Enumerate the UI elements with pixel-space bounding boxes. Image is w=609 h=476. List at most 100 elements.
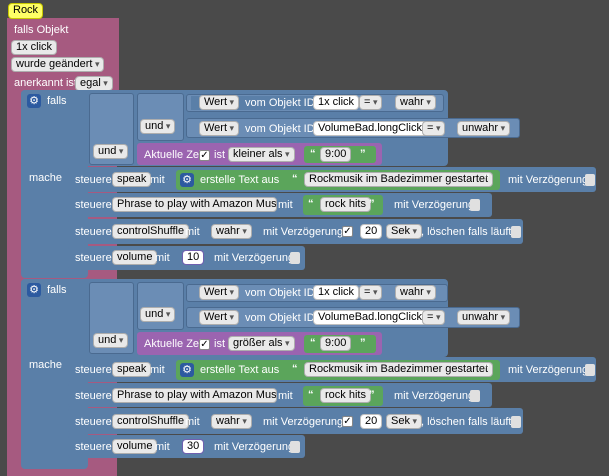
if-1-shuffle-secs[interactable]: 20 [360, 224, 383, 239]
trigger-tag[interactable]: Rock [8, 3, 44, 19]
if-1-shuffle-target[interactable]: controlShuffle [112, 224, 190, 239]
if-2-amazon-delay: mit Verzögerung [394, 390, 475, 402]
if-2-amazon-target[interactable]: Phrase to play with Amazon Music [112, 388, 277, 403]
if-2-speak-target[interactable]: speak [112, 362, 152, 377]
if-2-shuffle-clear-slot[interactable] [511, 416, 521, 428]
if-1-amazon-mit: mit [278, 199, 293, 211]
if-1-volume-steuere: steuere [75, 252, 112, 264]
if-2-shuffle-secs[interactable]: 20 [360, 414, 383, 429]
if-1-amazon-steuere: steuere [75, 199, 112, 211]
if-1-speak-steuere: steuere [75, 174, 112, 186]
if-2-speak-steuere: steuere [75, 364, 112, 376]
if-1-volume-delay-slot[interactable] [290, 252, 300, 264]
if-1-time-value[interactable]: 9:00 [320, 147, 352, 162]
if-2-volume-steuere: steuere [75, 441, 112, 453]
if-1-shuffle-checkbox[interactable]: ✓ [342, 226, 353, 237]
if-2-shuffle-value[interactable]: wahr [211, 414, 252, 429]
if-1-cond1-id[interactable]: 1x click [313, 95, 360, 110]
if-1-cond1-vom: vom Objekt ID [245, 97, 315, 109]
if-1-und-inner[interactable]: und [140, 119, 176, 134]
if-2-cond2-op[interactable]: = [422, 310, 446, 325]
if-2-cond1-id[interactable]: 1x click [313, 285, 360, 300]
if-2-time-cmp[interactable]: größer als [228, 336, 295, 351]
if-2-shuffle-target[interactable]: controlShuffle [112, 414, 190, 429]
if-2-speak-text[interactable]: Rockmusik im Badezimmer gestartet [304, 362, 494, 377]
if-2-volume-mit: mit [155, 441, 170, 453]
trigger-changed-dropdown[interactable]: wurde geändert [11, 57, 105, 72]
if-1-volume-target[interactable]: volume [112, 250, 158, 265]
if-1-amazon-delay-slot[interactable] [470, 199, 480, 211]
if-2-volume-value[interactable]: 30 [182, 439, 205, 454]
if-1-mache-label: mache [29, 172, 63, 184]
if-1-speak-delay-slot[interactable] [585, 174, 595, 186]
trigger-ack-dropdown[interactable]: egal [75, 76, 113, 91]
if-2-speak-quote-open: “ [292, 363, 298, 375]
if-1-cond2-vom: vom Objekt ID [245, 123, 315, 135]
if-1-shuffle-value[interactable]: wahr [211, 224, 252, 239]
if-2-amazon-text[interactable]: rock hits [320, 388, 371, 403]
if-2-und-outer[interactable]: und [93, 333, 129, 348]
if-2-amazon-quote-open: “ [308, 389, 314, 401]
if-1-amazon-quote-close: ” [369, 198, 375, 210]
if-2-shuffle-unit[interactable]: Sek [386, 414, 422, 429]
if-1-time-cmp[interactable]: kleiner als [228, 147, 295, 162]
if-1-cond1-op[interactable]: = [359, 95, 383, 110]
if-2-shuffle-checkbox[interactable]: ✓ [342, 416, 353, 427]
if-1-shuffle-clear-slot[interactable] [511, 226, 521, 238]
if-2-cond2-attr[interactable]: Wert [199, 310, 240, 325]
if-2-cond1-vom: vom Objekt ID [245, 287, 315, 299]
if-1-cond2-op[interactable]: = [422, 121, 446, 136]
if-2-speak-gear-icon[interactable]: ⚙ [180, 363, 194, 377]
if-2-cond2-val[interactable]: unwahr [457, 310, 511, 325]
if-1-volume-value[interactable]: 10 [182, 250, 205, 265]
if-1-cond2-attr[interactable]: Wert [199, 121, 240, 136]
if-2-time-value[interactable]: 9:00 [320, 336, 352, 351]
if-1-speak-target[interactable]: speak [112, 172, 152, 187]
if-1-cond1-val[interactable]: wahr [395, 95, 436, 110]
if-1-gear-icon[interactable]: ⚙ [27, 94, 41, 108]
if-2-speak-mit: mit [150, 364, 165, 376]
if-2-amazon-delay-slot[interactable] [470, 390, 480, 402]
if-1-shuffle-clear: , löschen falls läuft [421, 226, 512, 238]
if-2-amazon-mit: mit [278, 390, 293, 402]
if-2-time-checkbox[interactable]: ✓ [199, 339, 210, 350]
if-2-shuffle-steuere: steuere [75, 416, 112, 428]
if-1-cond2-val[interactable]: unwahr [457, 121, 511, 136]
if-1-cond2-id[interactable]: VolumeBad.longClick [313, 121, 427, 136]
if-1-speak-delay: mit Verzögerung [508, 174, 589, 186]
if-2-gear-icon[interactable]: ⚙ [27, 283, 41, 297]
if-2-time-quote-open: “ [310, 337, 316, 349]
if-1-time-quote-close: ” [360, 148, 366, 160]
if-2-cond1-op[interactable]: = [359, 285, 383, 300]
if-1-time-ist: ist [214, 149, 225, 161]
if-2-time-ist: ist [214, 338, 225, 350]
if-1-cond1-attr[interactable]: Wert [199, 95, 240, 110]
if-1-amazon-target[interactable]: Phrase to play with Amazon Music [112, 197, 277, 212]
if-1-shuffle-steuere: steuere [75, 226, 112, 238]
if-2-cond2-vom: vom Objekt ID [245, 312, 315, 324]
if-1-shuffle-unit[interactable]: Sek [386, 224, 422, 239]
if-2-und-inner[interactable]: und [140, 307, 176, 322]
if-2-speak-quote-close: ” [484, 363, 490, 375]
if-1-time-checkbox[interactable]: ✓ [199, 150, 210, 161]
if-2-volume-target[interactable]: volume [112, 439, 158, 454]
if-1-time-quote-open: “ [310, 148, 316, 160]
if-2-cond2-id[interactable]: VolumeBad.longClick [313, 310, 427, 325]
if-2-mache-label: mache [29, 359, 63, 371]
trigger-object-id[interactable]: 1x click [11, 40, 58, 55]
if-1-speak-gear-icon[interactable]: ⚙ [180, 173, 194, 187]
if-1-speak-text[interactable]: Rockmusik im Badezimmer gestartet [304, 172, 494, 187]
if-2-volume-delay-slot[interactable] [290, 441, 300, 453]
if-2-amazon-steuere: steuere [75, 390, 112, 402]
if-2-cond1-attr[interactable]: Wert [199, 285, 240, 300]
if-1-und-outer[interactable]: und [93, 144, 129, 159]
if-1-volume-mit: mit [155, 252, 170, 264]
if-2-speak-create: erstelle Text aus [200, 364, 280, 376]
if-2-speak-delay-slot[interactable] [585, 364, 595, 376]
if-1-amazon-text[interactable]: rock hits [320, 197, 371, 212]
if-2-cond1-val[interactable]: wahr [395, 285, 436, 300]
if-2-amazon-quote-close: ” [369, 389, 375, 401]
if-2-time-quote-close: ” [360, 337, 366, 349]
if-1-falls-label: falls [47, 95, 67, 107]
if-2-und-inner-block[interactable] [137, 282, 184, 330]
